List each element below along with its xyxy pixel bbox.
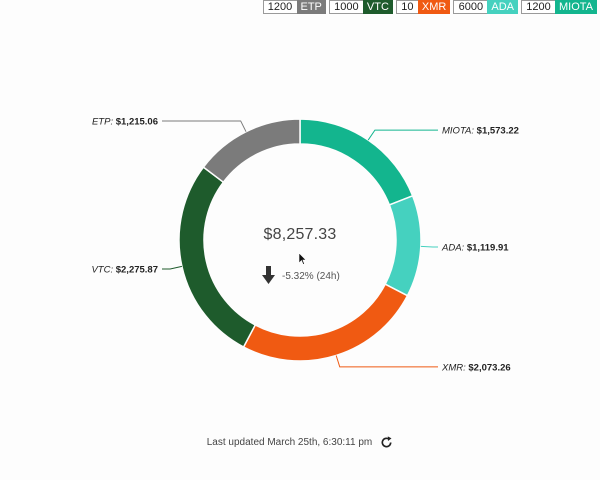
holding-amount-input-vtc[interactable] bbox=[328, 0, 363, 14]
leader-line-ada bbox=[420, 245, 438, 248]
slice-label-name: MIOTA: bbox=[442, 126, 477, 137]
leader-line-etp bbox=[162, 120, 247, 132]
slice-ada[interactable] bbox=[384, 194, 422, 297]
slice-vtc[interactable] bbox=[178, 166, 257, 349]
holding-etp: ETP bbox=[262, 0, 326, 14]
holding-miota: MIOTA bbox=[520, 0, 597, 14]
holding-amount-input-xmr[interactable] bbox=[395, 0, 418, 14]
holding-amount-input-ada[interactable] bbox=[453, 0, 488, 14]
slice-label-value: $1,573.22 bbox=[477, 126, 519, 137]
holding-symbol-label: MIOTA bbox=[554, 0, 597, 14]
slice-label-vtc: VTC: $2,275.87 bbox=[91, 264, 158, 275]
slice-label-value: $1,215.06 bbox=[116, 116, 158, 127]
slice-xmr[interactable] bbox=[242, 283, 409, 362]
holdings-bar: ETP VTC XMR ADA MIOTA bbox=[260, 0, 597, 14]
last-updated-text: Last updated March 25th, 6:30:11 pm bbox=[206, 437, 373, 448]
portfolio-change: -5.32% (24h) bbox=[262, 266, 340, 287]
holding-ada: ADA bbox=[453, 0, 518, 14]
slice-label-name: ETP: bbox=[92, 116, 116, 127]
holding-symbol-label: VTC bbox=[362, 0, 393, 14]
slice-label-value: $2,275.87 bbox=[116, 264, 158, 275]
holding-vtc: VTC bbox=[328, 0, 393, 14]
change-text: -5.32% (24h) bbox=[282, 271, 340, 282]
holding-amount-input-miota[interactable] bbox=[520, 0, 555, 14]
holding-xmr: XMR bbox=[395, 0, 451, 14]
slice-label-value: $1,119.91 bbox=[467, 242, 509, 253]
portfolio-total: $8,257.33 bbox=[263, 226, 337, 243]
holding-symbol-label: XMR bbox=[417, 0, 451, 14]
slice-etp[interactable] bbox=[202, 118, 301, 184]
slice-label-name: XMR: bbox=[441, 362, 468, 373]
slice-label-xmr: XMR: $2,073.26 bbox=[441, 362, 511, 373]
down-arrow-icon bbox=[262, 266, 275, 287]
slice-label-etp: ETP: $1,215.06 bbox=[92, 116, 158, 127]
leader-line-miota bbox=[367, 129, 438, 141]
leader-line-vtc bbox=[162, 265, 183, 270]
footer: Last updated March 25th, 6:30:11 pm bbox=[0, 436, 600, 449]
holding-symbol-label: ADA bbox=[487, 0, 518, 14]
slice-label-name: ADA: bbox=[441, 242, 467, 253]
slice-label-miota: MIOTA: $1,573.22 bbox=[442, 126, 519, 137]
slice-miota[interactable] bbox=[299, 118, 414, 206]
slice-label-value: $2,073.26 bbox=[468, 362, 510, 373]
holding-symbol-label: ETP bbox=[296, 0, 326, 14]
slice-label-ada: ADA: $1,119.91 bbox=[441, 242, 509, 253]
holding-amount-input-etp[interactable] bbox=[262, 0, 297, 14]
refresh-icon[interactable] bbox=[380, 436, 393, 449]
leader-line-xmr bbox=[335, 355, 438, 368]
slice-label-name: VTC: bbox=[91, 264, 115, 275]
mouse-cursor-icon bbox=[298, 252, 307, 270]
